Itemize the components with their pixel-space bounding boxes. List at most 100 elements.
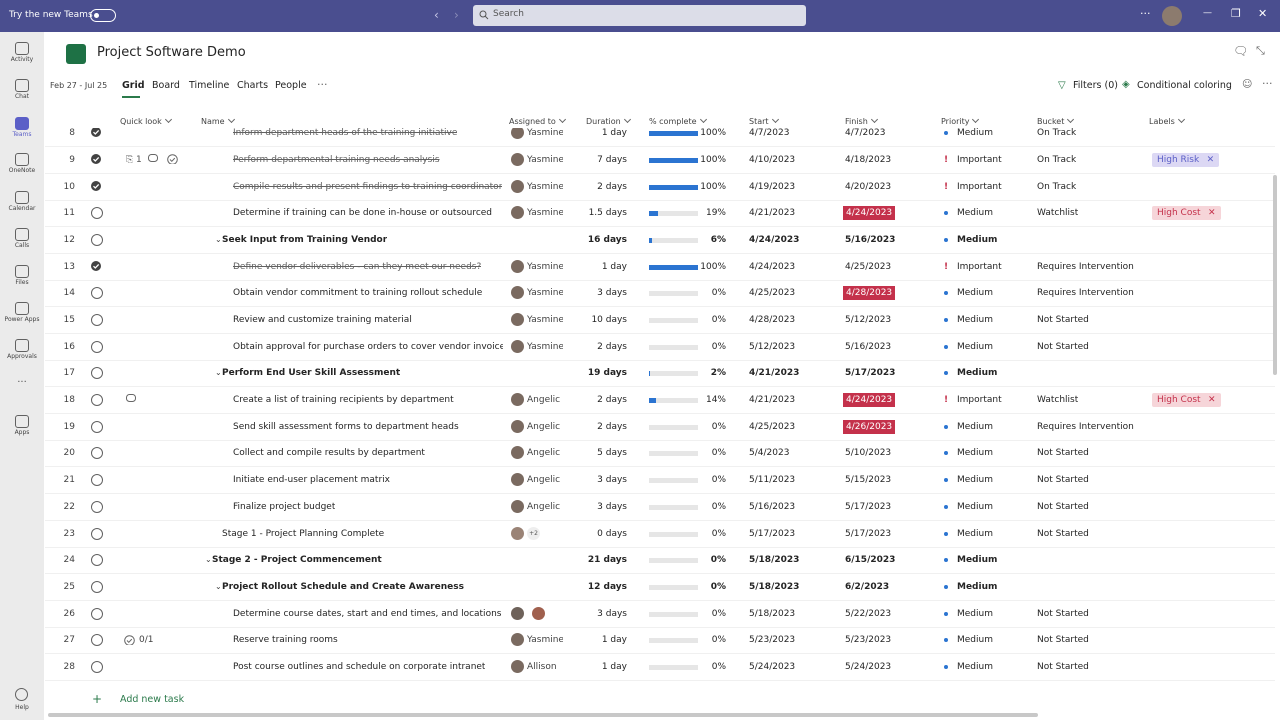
- column-header[interactable]: Finish: [845, 115, 877, 129]
- column-header[interactable]: Name: [201, 115, 234, 129]
- column-header[interactable]: % complete: [649, 115, 706, 129]
- completion-toggle[interactable]: [91, 580, 103, 593]
- task-name[interactable]: Collect and compile results by departmen…: [233, 448, 425, 459]
- app-label[interactable]: Apps: [14, 429, 30, 436]
- task-row[interactable]: 16 Obtain approval for purchase orders to…: [45, 334, 1275, 361]
- completion-toggle[interactable]: [91, 367, 103, 380]
- task-name[interactable]: Stage 2 - Project Commencement: [212, 555, 382, 566]
- app-label[interactable]: Chat: [14, 93, 30, 100]
- task-name[interactable]: Obtain vendor commitment to training rol…: [233, 288, 483, 299]
- app-label[interactable]: Files: [15, 279, 29, 286]
- completion-toggle[interactable]: [91, 474, 103, 487]
- completion-toggle[interactable]: [91, 314, 103, 327]
- task-name[interactable]: Inform department heads of the training …: [233, 128, 458, 139]
- app-label[interactable]: OneNote: [8, 167, 36, 174]
- tab[interactable]: Timeline: [189, 80, 230, 91]
- task-row[interactable]: 23 Stage 1 - Project Planning Complete +2 0…: [45, 521, 1275, 548]
- app-label[interactable]: Approvals: [7, 353, 37, 360]
- close[interactable]: ✕: [1258, 7, 1268, 20]
- back[interactable]: ‹: [434, 8, 439, 22]
- completion-toggle[interactable]: [91, 287, 103, 300]
- task-row[interactable]: 11 Determine if training can be done in-h…: [45, 200, 1275, 228]
- task-row[interactable]: 22 Finalize project budget Angelic 3 days 0%…: [45, 494, 1275, 521]
- task-row[interactable]: 18 Create a list of training recipients b…: [45, 387, 1275, 415]
- collapse-icon[interactable]: ⤡: [1256, 44, 1265, 57]
- task-row[interactable]: 8 Inform department heads of the training…: [45, 128, 1275, 148]
- tab[interactable]: Charts: [237, 80, 269, 91]
- task-name[interactable]: Determine course dates, start and end ti…: [233, 608, 502, 619]
- task-name[interactable]: Post course outlines and schedule on cor…: [233, 661, 486, 672]
- completion-toggle[interactable]: [91, 500, 103, 513]
- label-chip[interactable]: High Risk ✕: [1152, 152, 1220, 167]
- forward[interactable]: ›: [454, 8, 459, 22]
- conditional-coloring[interactable]: Conditional coloring: [1137, 80, 1232, 91]
- add-new-task[interactable]: Add new task: [120, 694, 185, 705]
- filters[interactable]: Filters (0): [1073, 80, 1118, 91]
- column-header[interactable]: Bucket: [1037, 115, 1073, 129]
- completion-toggle[interactable]: [91, 607, 103, 620]
- label-chip[interactable]: High Cost ✕: [1152, 206, 1221, 221]
- task-name[interactable]: Initiate end-user placement matrix: [233, 475, 390, 486]
- app-icon[interactable]: [15, 302, 29, 315]
- tab[interactable]: Board: [152, 80, 180, 91]
- completion-toggle[interactable]: [91, 527, 103, 540]
- completion-toggle[interactable]: [91, 180, 101, 191]
- completion-toggle[interactable]: [91, 394, 103, 407]
- task-name[interactable]: Finalize project budget: [233, 501, 336, 512]
- task-name[interactable]: Send skill assessment forms to departmen…: [233, 421, 459, 432]
- task-name[interactable]: Review and customize training material: [233, 315, 412, 326]
- task-name[interactable]: Determine if training can be done in-hou…: [233, 208, 493, 219]
- task-row[interactable]: 15 Review and customize training material…: [45, 307, 1275, 335]
- tab[interactable]: People: [275, 80, 307, 91]
- options[interactable]: ···: [1262, 77, 1273, 90]
- task-name[interactable]: Stage 1 - Project Planning Complete: [222, 528, 385, 539]
- task-name[interactable]: Reserve training rooms: [233, 635, 338, 646]
- chat-icon[interactable]: 🗨: [1233, 44, 1249, 58]
- column-header[interactable]: Start: [749, 115, 778, 129]
- app-icon[interactable]: [15, 42, 29, 55]
- app-icon[interactable]: [15, 415, 29, 428]
- task-row[interactable]: 13 Define vendor deliverables - can they …: [45, 254, 1275, 281]
- completion-toggle[interactable]: [91, 153, 101, 164]
- vertical-scrollbar[interactable]: [1273, 175, 1277, 375]
- task-name[interactable]: Compile results and present findings to …: [233, 181, 503, 192]
- label-chip[interactable]: High Cost ✕: [1152, 393, 1221, 408]
- minimize[interactable]: —: [1203, 8, 1212, 18]
- column-header[interactable]: Labels: [1149, 115, 1184, 129]
- app-label[interactable]: Activity: [10, 56, 34, 63]
- completion-toggle[interactable]: [91, 660, 103, 673]
- completion-toggle[interactable]: [91, 234, 103, 247]
- completion-toggle[interactable]: [91, 634, 103, 647]
- column-header[interactable]: Priority: [941, 115, 978, 129]
- app-icon[interactable]: [15, 191, 29, 204]
- column-header[interactable]: Quick look: [120, 115, 171, 129]
- task-name[interactable]: Seek Input from Training Vendor: [222, 235, 388, 246]
- more[interactable]: ···: [1140, 7, 1151, 20]
- more-apps[interactable]: ...: [17, 374, 27, 385]
- help[interactable]: Help: [15, 704, 29, 711]
- task-name[interactable]: Perform End User Skill Assessment: [222, 368, 401, 379]
- maximize[interactable]: ❐: [1231, 7, 1241, 20]
- remove-label[interactable]: ✕: [1206, 154, 1215, 165]
- task-name[interactable]: Create a list of training recipients by …: [233, 395, 454, 406]
- completion-toggle[interactable]: [91, 260, 101, 271]
- task-row[interactable]: 12 ⌄ Seek Input from Training Vendor 16 day…: [45, 227, 1275, 255]
- help-icon[interactable]: [15, 688, 28, 701]
- completion-toggle[interactable]: [91, 447, 103, 460]
- completion-toggle[interactable]: [91, 554, 103, 567]
- completion-toggle[interactable]: [91, 420, 103, 433]
- task-row[interactable]: 24 ⌄ Stage 2 - Project Commencement 21 days…: [45, 547, 1275, 575]
- task-row[interactable]: 21 Initiate end-user placement matrix Ange…: [45, 467, 1275, 495]
- task-row[interactable]: 9 ⎘ 1 Perform departmental training needs a…: [45, 147, 1275, 174]
- task-name[interactable]: Project Rollout Schedule and Create Awar…: [222, 581, 464, 592]
- toggle[interactable]: [90, 9, 116, 22]
- horizontal-scrollbar[interactable]: [48, 713, 1038, 717]
- search-box[interactable]: Search: [473, 5, 806, 26]
- task-row[interactable]: 17 ⌄ Perform End User Skill Assessment 19 d…: [45, 360, 1275, 388]
- app-icon[interactable]: [15, 339, 29, 352]
- app-label[interactable]: Power Apps: [4, 316, 40, 323]
- task-row[interactable]: 20 Collect and compile results by departm…: [45, 440, 1275, 468]
- task-row[interactable]: 14 Obtain vendor commitment to training r…: [45, 280, 1275, 308]
- remove-label[interactable]: ✕: [1208, 395, 1216, 406]
- column-header[interactable]: Assigned to: [509, 115, 565, 129]
